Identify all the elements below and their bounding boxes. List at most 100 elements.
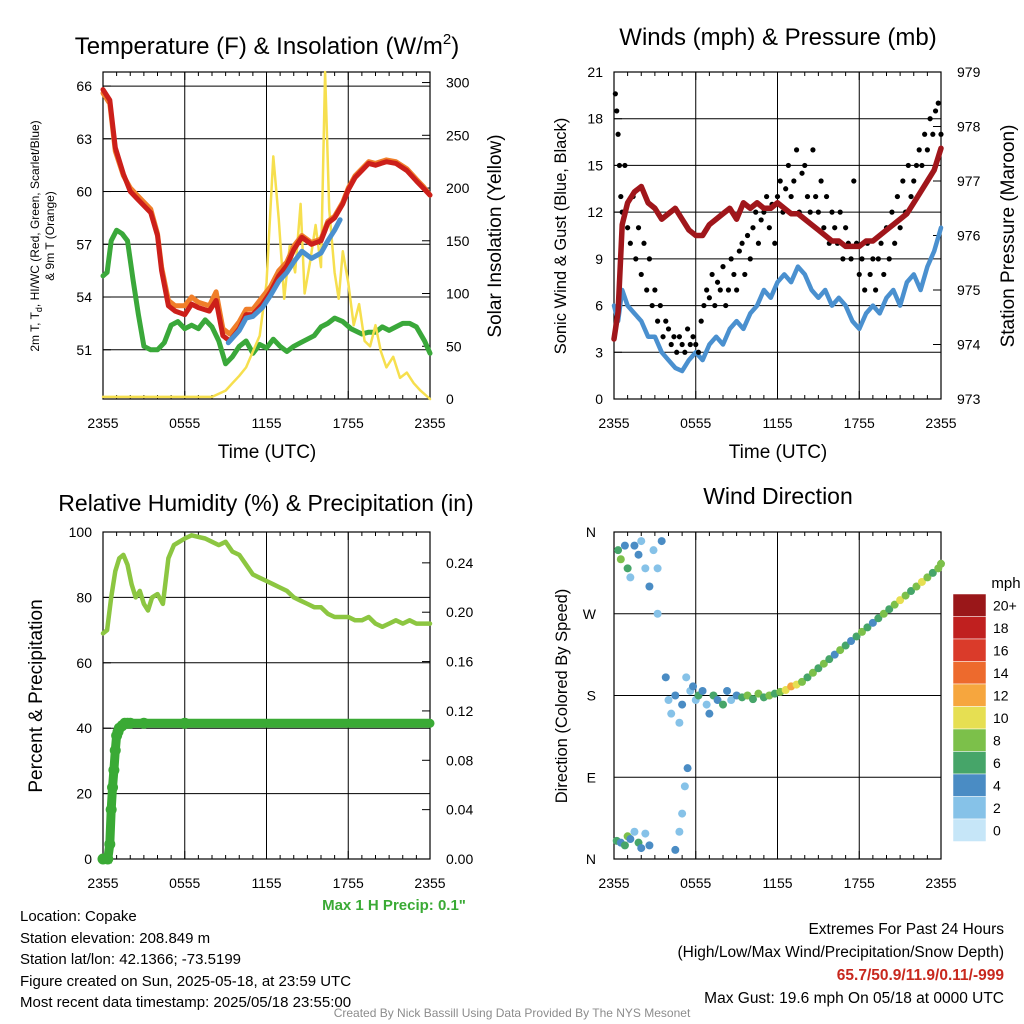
gust-point: [638, 271, 644, 278]
direction-tick-label: E: [587, 769, 596, 785]
direction-point: [683, 764, 692, 773]
direction-point: [937, 559, 945, 568]
gust-point: [704, 287, 710, 293]
direction-point: [620, 841, 629, 850]
gust-point: [723, 302, 729, 309]
gust-point: [731, 271, 737, 278]
gust-point: [843, 225, 849, 231]
direction-point: [901, 591, 910, 600]
gust-point: [616, 162, 623, 169]
gust-point: [829, 209, 835, 215]
precip-y-ticks: 0.00 0.04 0.08 0.12 0.16 0.20 0.24: [422, 555, 473, 867]
pressure-y-ticks: 973 974 975 976 977 978 979: [933, 64, 981, 407]
direction-point: [626, 573, 635, 582]
legend-swatch: [952, 773, 987, 797]
x-tick-label: 1155: [251, 415, 281, 431]
y-right-tick-label: 0.00: [446, 851, 473, 867]
gust-point: [742, 271, 748, 278]
y-tick-label: 18: [587, 111, 603, 127]
direction-y-label: Direction (Colored By Speed): [553, 589, 571, 804]
gust-point: [627, 240, 633, 246]
legend-label: 20+: [993, 597, 1017, 613]
direction-point: [705, 709, 714, 718]
gust-point: [649, 302, 655, 309]
gust-point: [736, 248, 742, 254]
y-tick-label: 100: [69, 524, 93, 540]
max-gust: Max Gust: 19.6 mph On 05/18 at 0000 UTC: [704, 990, 1004, 1007]
temperature-panel: Temperature (F) & Insolation (W/m2) 2355…: [28, 31, 506, 463]
speed-legend-title: mph: [991, 575, 1020, 592]
gust-point: [646, 256, 653, 262]
y-tick-label: 60: [76, 184, 92, 200]
station-location: Location: Copake: [20, 908, 137, 925]
gust-point: [930, 131, 936, 137]
credit-line: Created By Nick Bassill Using Data Provi…: [333, 1006, 691, 1020]
gust-point: [693, 341, 699, 348]
gust-point: [793, 147, 800, 153]
gust-point: [764, 193, 770, 200]
gust-point: [832, 225, 838, 231]
gust-point: [922, 131, 928, 137]
gust-point: [813, 193, 819, 200]
gust-point: [927, 116, 933, 122]
rh-line: [100, 533, 433, 636]
y-tick-label: 20: [76, 786, 92, 802]
y-right-tick-label: 0.16: [446, 654, 473, 670]
winds-x-ticks: 2355 0555 1155 1755 2355: [598, 415, 956, 431]
winds-title: Winds (mph) & Pressure (mb): [619, 24, 936, 51]
gust-point: [932, 108, 939, 114]
gust-point: [622, 162, 628, 169]
gust-point: [905, 162, 911, 169]
gust-point: [881, 271, 887, 278]
x-tick-label: 1755: [844, 415, 875, 431]
y-right-tick-label: 976: [957, 228, 981, 244]
temperature-y-label: 2m T, Td, HI/WC (Red, Green, Scarlet/Blu…: [28, 120, 44, 351]
gust-point: [875, 256, 881, 262]
direction-point: [719, 700, 727, 709]
legend-swatch: [952, 796, 987, 820]
direction-point: [630, 827, 639, 836]
pressure-line: [611, 145, 944, 342]
gust-point: [706, 295, 712, 301]
gust-point: [840, 256, 846, 262]
x-tick-label: 2355: [87, 415, 118, 431]
direction-title: Wind Direction: [703, 483, 853, 509]
temperature-x-label: Time (UTC): [218, 442, 317, 463]
extremes-values: 65.7/50.9/11.9/0.11/-999: [836, 967, 1004, 984]
direction-point: [852, 632, 861, 641]
direction-point: [641, 829, 650, 838]
direction-y-ticks: N E S W N: [583, 524, 597, 867]
wind-y-label: Sonic Wind & Gust (Blue, Black): [552, 118, 570, 355]
y-right-tick-label: 50: [446, 338, 462, 354]
x-tick-label: 2355: [414, 415, 445, 431]
legend-label: 6: [993, 755, 1001, 771]
direction-point: [645, 582, 654, 591]
max-precip-note: Max 1 H Precip: 0.1": [322, 897, 466, 914]
y-tick-label: 3: [595, 344, 603, 360]
figure-created: Figure created on Sun, 2025-05-18, at 23…: [20, 972, 352, 990]
temperature-y-label-line2: & 9m T (Orange): [43, 191, 57, 281]
y-right-tick-label: 200: [446, 180, 470, 196]
x-tick-label: 2355: [87, 875, 118, 891]
legend-swatch: [952, 818, 987, 842]
precip-point: [104, 838, 116, 850]
direction-point: [675, 718, 684, 727]
legend-swatch: [952, 593, 987, 617]
precip-point: [109, 744, 121, 756]
gust-point: [821, 225, 827, 231]
y-right-tick-label: 300: [446, 75, 470, 91]
gust-point: [823, 193, 830, 200]
humidity-grid: [102, 532, 431, 859]
extremes-info: Extremes For Past 24 Hours (High/Low/Max…: [678, 918, 1005, 1010]
precip-point: [138, 717, 150, 729]
gust-point: [717, 287, 723, 293]
gust-point: [709, 271, 715, 278]
legend-label: 18: [993, 620, 1009, 636]
direction-point: [748, 695, 757, 704]
y-tick-label: 80: [76, 589, 92, 605]
x-tick-label: 2355: [598, 415, 629, 431]
gust-point: [668, 341, 674, 348]
gust-point: [679, 341, 685, 348]
precip-point: [102, 853, 114, 865]
precip-point: [105, 804, 117, 816]
